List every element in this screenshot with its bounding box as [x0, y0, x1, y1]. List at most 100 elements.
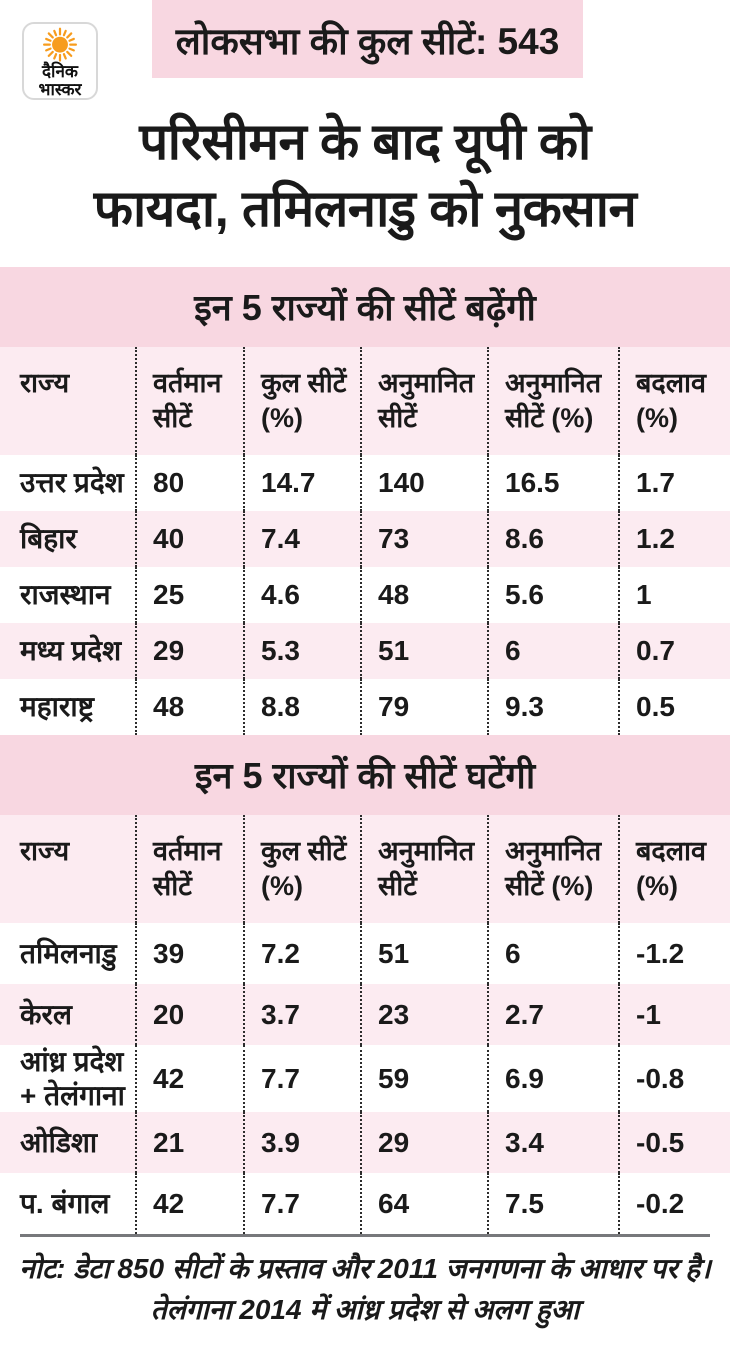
value-cell: 5.6 — [487, 566, 618, 623]
state-cell: आंध्र प्रदेश + तेलंगाना — [20, 1046, 125, 1111]
logo-line1: दैनिक — [42, 62, 78, 82]
value-cell: 40 — [135, 510, 243, 567]
section-decrease-title: इन 5 राज्यों की सीटें घटेंगी — [0, 734, 730, 815]
value-cell: 6 — [487, 923, 618, 984]
logo-line2: भास्कर — [38, 79, 82, 99]
value-cell: 25 — [135, 566, 243, 623]
footnote-line1: नोट: डेटा 850 सीटों के प्रस्ताव और 2011 … — [19, 1253, 711, 1285]
value-cell: 8.6 — [487, 510, 618, 567]
column-header-estimated-seats: अनुमानित सीटें — [360, 814, 487, 923]
divider-rule — [20, 1234, 710, 1238]
value-cell: 2.7 — [487, 984, 618, 1045]
value-cell: 3.7 — [243, 984, 360, 1045]
column-header-estimated-seats: अनुमानित सीटें — [360, 346, 487, 455]
column-header-total-seats-pct: कुल सीटें (%) — [243, 346, 360, 455]
value-cell: 16.5 — [487, 454, 618, 511]
value-cell: -1.2 — [618, 923, 730, 984]
column-header-current-seats: वर्तमान सीटें — [135, 346, 243, 455]
table-row-uttar-pradesh: उत्तर प्रदेश 80 14.7 140 16.5 1.7 — [0, 454, 730, 511]
value-cell: 23 — [360, 984, 487, 1045]
total-seats-text: लोकसभा की कुल सीटें: 543 — [175, 20, 560, 62]
state-cell: मध्य प्रदेश — [20, 635, 122, 667]
headline: परिसीमन के बाद यूपी को फायदा, तमिलनाडु क… — [4, 108, 726, 243]
value-cell: -0.8 — [618, 1045, 730, 1113]
value-cell: 5.3 — [243, 622, 360, 679]
value-cell: 14.7 — [243, 454, 360, 511]
value-cell: 7.2 — [243, 923, 360, 984]
table-row-bihar: बिहार 40 7.4 73 8.6 1.2 — [0, 510, 730, 567]
value-cell: 6 — [487, 622, 618, 679]
value-cell: 8.8 — [243, 678, 360, 735]
column-header-row: राज्य वर्तमान सीटें कुल सीटें (%) अनुमान… — [0, 346, 730, 455]
footnote: नोट: डेटा 850 सीटों के प्रस्ताव और 2011 … — [0, 1249, 730, 1330]
value-cell: 7.7 — [243, 1173, 360, 1235]
value-cell: 21 — [135, 1112, 243, 1174]
column-header-row: राज्य वर्तमान सीटें कुल सीटें (%) अनुमान… — [0, 814, 730, 923]
value-cell: -1 — [618, 984, 730, 1045]
table-row-west-bengal: प. बंगाल 42 7.7 64 7.5 -0.2 — [0, 1173, 730, 1235]
table-row-kerala: केरल 20 3.7 23 2.7 -1 — [0, 984, 730, 1045]
column-header-estimated-seats-pct: अनुमानित सीटें (%) — [487, 346, 618, 455]
table-row-maharashtra: महाराष्ट्र 48 8.8 79 9.3 0.5 — [0, 678, 730, 735]
state-cell: केरल — [20, 998, 72, 1030]
state-cell: बिहार — [20, 523, 77, 555]
value-cell: 79 — [360, 678, 487, 735]
value-cell: 29 — [135, 622, 243, 679]
section-seats-decrease: इन 5 राज्यों की सीटें घटेंगी राज्य वर्तम… — [0, 734, 730, 1235]
table-row-tamil-nadu: तमिलनाडु 39 7.2 51 6 -1.2 — [0, 923, 730, 984]
value-cell: 73 — [360, 510, 487, 567]
value-cell: -0.5 — [618, 1112, 730, 1174]
table-row-andhra-telangana: आंध्र प्रदेश + तेलंगाना 42 7.7 59 6.9 -0… — [0, 1045, 730, 1113]
value-cell: 7.7 — [243, 1045, 360, 1113]
value-cell: 42 — [135, 1173, 243, 1235]
value-cell: 1.7 — [618, 454, 730, 511]
value-cell: 7.5 — [487, 1173, 618, 1235]
header: दैनिक भास्कर लोकसभा की कुल सीटें: 543 — [0, 0, 730, 102]
value-cell: 9.3 — [487, 678, 618, 735]
column-header-change-pct: बदलाव (%) — [618, 346, 730, 455]
section-increase-title: इन 5 राज्यों की सीटें बढ़ेंगी — [0, 266, 730, 347]
value-cell: 64 — [360, 1173, 487, 1235]
total-seats-banner: लोकसभा की कुल सीटें: 543 — [152, 0, 583, 78]
section-seats-increase: इन 5 राज्यों की सीटें बढ़ेंगी राज्य वर्त… — [0, 266, 730, 735]
value-cell: 48 — [135, 678, 243, 735]
column-header-change-pct: बदलाव (%) — [618, 814, 730, 923]
bhaskar-logo: दैनिक भास्कर — [22, 22, 98, 100]
value-cell: 51 — [360, 622, 487, 679]
column-header-estimated-seats-pct: अनुमानित सीटें (%) — [487, 814, 618, 923]
column-header-total-seats-pct: कुल सीटें (%) — [243, 814, 360, 923]
column-header-state: राज्य — [20, 835, 70, 866]
state-cell: उत्तर प्रदेश — [20, 467, 124, 499]
state-cell: राजस्थान — [20, 579, 111, 611]
value-cell: 59 — [360, 1045, 487, 1113]
value-cell: 20 — [135, 984, 243, 1045]
logo-text: दैनिक भास्कर — [39, 63, 82, 98]
value-cell: 48 — [360, 566, 487, 623]
value-cell: 39 — [135, 923, 243, 984]
state-cell: महाराष्ट्र — [20, 691, 94, 723]
headline-line2: फायदा, तमिलनाडु को नुकसान — [93, 180, 637, 238]
value-cell: -0.2 — [618, 1173, 730, 1235]
value-cell: 140 — [360, 454, 487, 511]
value-cell: 7.4 — [243, 510, 360, 567]
column-header-state: राज्य — [20, 367, 70, 398]
value-cell: 29 — [360, 1112, 487, 1174]
table-row-odisha: ओडिशा 21 3.9 29 3.4 -0.5 — [0, 1112, 730, 1174]
state-cell: प. बंगाल — [20, 1187, 110, 1219]
value-cell: 1 — [618, 566, 730, 623]
value-cell: 1.2 — [618, 510, 730, 567]
state-cell: ओडिशा — [20, 1126, 98, 1158]
headline-line1: परिसीमन के बाद यूपी को — [139, 113, 591, 170]
value-cell: 42 — [135, 1045, 243, 1113]
column-header-current-seats: वर्तमान सीटें — [135, 814, 243, 923]
state-cell: तमिलनाडु — [20, 937, 117, 969]
value-cell: 4.6 — [243, 566, 360, 623]
value-cell: 0.5 — [618, 678, 730, 735]
value-cell: 3.9 — [243, 1112, 360, 1174]
sun-icon — [43, 27, 77, 62]
footnote-line2: तेलंगाना 2014 में आंध्र प्रदेश से अलग हु… — [150, 1293, 580, 1325]
table-row-madhya-pradesh: मध्य प्रदेश 29 5.3 51 6 0.7 — [0, 622, 730, 679]
value-cell: 3.4 — [487, 1112, 618, 1174]
value-cell: 51 — [360, 923, 487, 984]
